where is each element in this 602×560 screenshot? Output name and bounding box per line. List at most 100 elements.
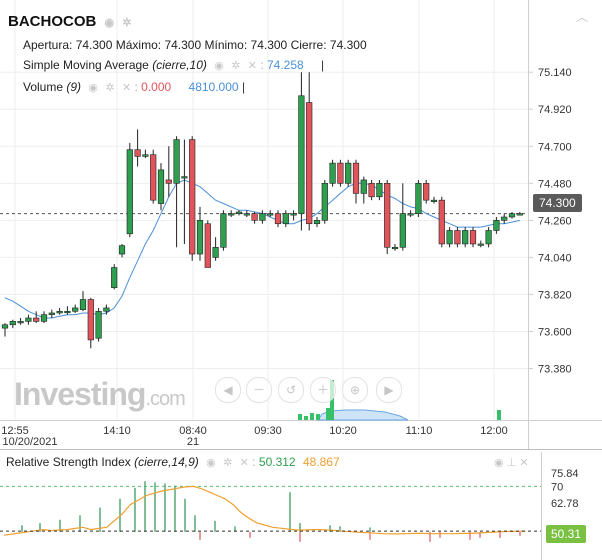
zoom-in-alt-icon[interactable]: ⊕ xyxy=(342,377,368,403)
rsi-value-tag: 50.31 xyxy=(546,525,587,543)
candle-body xyxy=(290,213,297,216)
zoom-out-icon[interactable]: － xyxy=(246,377,272,403)
candle-body xyxy=(251,213,258,221)
close-icon[interactable]: ✕ xyxy=(247,60,257,73)
collapse-icon[interactable]: ⊥ xyxy=(506,457,517,469)
candle xyxy=(267,210,274,217)
high-value: 74.300 xyxy=(164,38,202,52)
rsi-label: Relative Strength Index xyxy=(6,455,131,469)
candle-body xyxy=(95,310,102,339)
candle-body xyxy=(360,179,367,194)
watermark-suffix: .com xyxy=(145,388,185,410)
candle xyxy=(9,319,16,329)
candle xyxy=(196,206,204,261)
close-icon[interactable]: ✕ xyxy=(519,457,529,469)
candle-body xyxy=(17,321,24,324)
candle-body xyxy=(493,220,500,231)
gear-icon[interactable]: ✲ xyxy=(105,82,115,95)
candle xyxy=(235,210,243,216)
eye-icon[interactable]: ◉ xyxy=(104,16,115,29)
x-subtick-label: 10/20/2021 xyxy=(2,436,57,448)
candle xyxy=(423,179,430,204)
chevron-right-icon[interactable]: ▶ xyxy=(376,377,402,403)
candle xyxy=(438,196,445,248)
candle xyxy=(493,217,500,234)
candle-body xyxy=(430,199,438,202)
open-value: 74.300 xyxy=(75,38,113,52)
candle-body xyxy=(181,176,188,179)
candle-body xyxy=(298,95,305,214)
volume-bar xyxy=(304,416,308,420)
candle xyxy=(485,227,492,248)
candle-body xyxy=(469,230,477,245)
close-icon[interactable]: ✕ xyxy=(239,457,249,470)
eye-icon[interactable]: ◉ xyxy=(206,457,216,470)
candle-body xyxy=(267,213,274,216)
volume-bar xyxy=(316,414,320,420)
candle xyxy=(290,210,297,221)
zoom-reset-icon[interactable]: ↺ xyxy=(278,377,304,403)
candle xyxy=(407,210,414,217)
candle-body xyxy=(313,220,321,225)
candle-body xyxy=(72,307,79,312)
candle-body xyxy=(477,243,484,246)
volume-bar xyxy=(497,410,501,420)
candle-body xyxy=(384,183,391,248)
candle xyxy=(212,237,219,261)
x-tick-label: 14:10 xyxy=(103,425,131,437)
candle-body xyxy=(306,102,313,225)
chevron-up-icon[interactable]: ︿ xyxy=(576,10,589,24)
candle xyxy=(501,213,508,224)
investing-watermark: Investing.com xyxy=(14,376,186,413)
candle-body xyxy=(142,154,149,157)
y-tick-label: 74.700 xyxy=(538,141,572,153)
close-icon[interactable]: ✕ xyxy=(121,82,132,95)
x-subtick-label: 21 xyxy=(187,436,199,448)
rsi-tick-label: 75.84 xyxy=(551,468,579,480)
rsi-tick-label: 70 xyxy=(551,481,563,493)
close-value: 74.300 xyxy=(329,38,367,52)
volume-bar xyxy=(298,414,302,420)
price-chart[interactable]: 75.140 74.920 74.700 74.480 74.260 74.040 73.8… xyxy=(0,0,602,450)
candle-body xyxy=(454,230,461,245)
candle xyxy=(376,179,383,201)
volume-bar xyxy=(310,413,314,420)
candle-body xyxy=(64,310,71,314)
rsi-value-2: 48.867 xyxy=(302,455,340,469)
candle xyxy=(79,291,87,312)
ohlc-row: Apertura: 74.300 Máximo: 74.300 Mínimo: … xyxy=(23,38,367,52)
candle xyxy=(430,196,438,204)
eye-icon[interactable]: ◉ xyxy=(88,82,98,95)
candle-body xyxy=(79,299,87,310)
volume-bar xyxy=(326,408,330,420)
x-tick-label: 12:55 xyxy=(1,425,29,437)
eye-icon[interactable]: ◉ xyxy=(214,60,224,73)
symbol-label: BACHOCOB xyxy=(8,13,97,30)
candle xyxy=(243,210,250,217)
gear-icon[interactable]: ✲ xyxy=(231,60,241,73)
volume-label: Volume xyxy=(23,80,64,94)
gear-icon[interactable]: ✲ xyxy=(223,457,233,470)
candle xyxy=(446,227,453,248)
rsi-controls: ◉ ⊥ ✕ xyxy=(494,456,529,469)
low-value: 74.300 xyxy=(250,38,288,52)
candle-body xyxy=(9,321,16,326)
rsi-value-1: 50.312 xyxy=(258,455,296,469)
watermark-brand: Investing xyxy=(14,376,146,412)
current-price-tag: 74.300 xyxy=(533,194,582,212)
x-tick-label: 10:20 xyxy=(329,425,357,437)
volume-value-2: 4810.000 xyxy=(188,80,239,94)
candle xyxy=(337,159,344,187)
candle-body xyxy=(118,245,126,255)
candle xyxy=(25,314,32,325)
zoom-in-icon[interactable]: ＋ xyxy=(310,377,336,403)
candle xyxy=(282,210,289,228)
candle xyxy=(1,323,9,337)
eye-icon[interactable]: ◉ xyxy=(494,457,504,469)
candle xyxy=(360,176,367,204)
gear-icon[interactable]: ✲ xyxy=(122,16,132,29)
candle-body xyxy=(446,230,453,245)
chevron-left-icon[interactable]: ◀ xyxy=(215,377,241,403)
candle-body xyxy=(157,169,165,204)
